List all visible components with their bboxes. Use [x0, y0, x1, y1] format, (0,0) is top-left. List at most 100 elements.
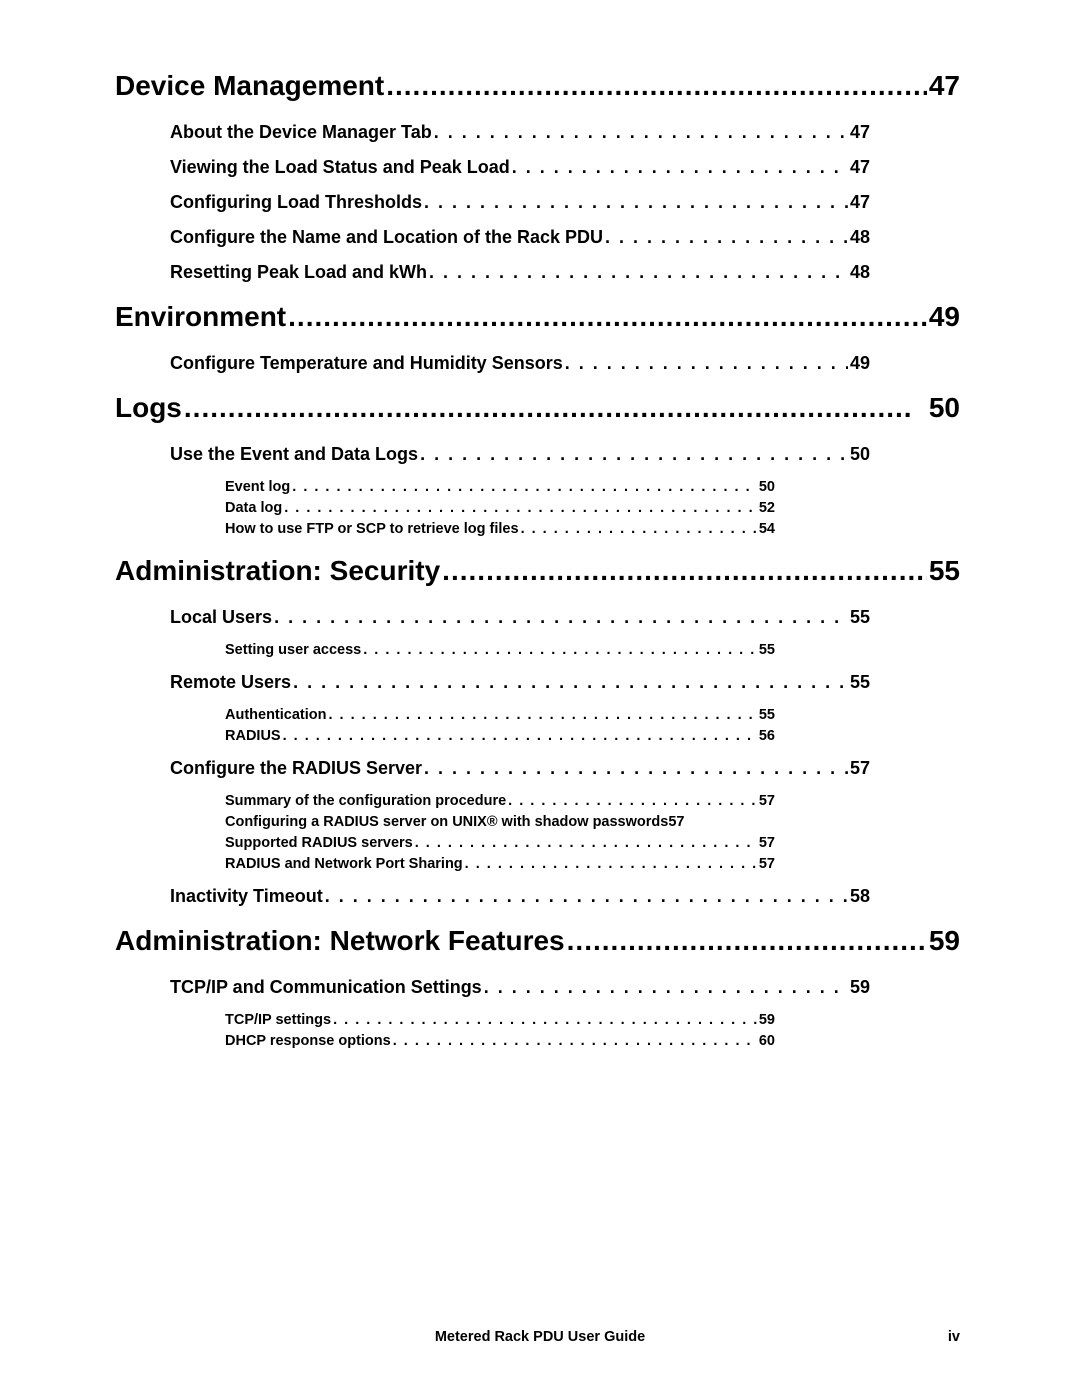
toc-leader-dots [565, 353, 848, 374]
toc-subsection-page: 57 [850, 758, 870, 779]
toc-subsub-row: TCP/IP settings 59 [225, 1012, 960, 1028]
toc-subsub-title: Authentication [225, 707, 327, 723]
toc-subsub-title: TCP/IP settings [225, 1012, 331, 1028]
toc-subsection-title: TCP/IP and Communication Settings [170, 977, 482, 998]
toc-leader-dots [325, 886, 848, 907]
toc-subsection-row: Local Users55 [170, 607, 960, 628]
toc-subsection-title: Configure the RADIUS Server [170, 758, 422, 779]
toc-subsub-page: 57 [759, 793, 775, 809]
toc-subsub-row: Event log 50 [225, 479, 960, 495]
toc-section-title: Logs [115, 392, 182, 424]
toc-subsub-title: Setting user access [225, 642, 361, 658]
toc-subsub-row: Supported RADIUS servers 57 [225, 835, 960, 851]
toc-subsection-row: Resetting Peak Load and kWh48 [170, 262, 960, 283]
toc-subsub-row: Authentication 55 [225, 707, 960, 723]
toc-subsub-page: 52 [759, 500, 775, 516]
toc-section-row: Logs 50 [115, 392, 960, 424]
toc-subsection-row: Configure Temperature and Humidity Senso… [170, 353, 960, 374]
toc-subsub-row: RADIUS and Network Port Sharing 57 [225, 856, 960, 872]
toc-subsub-page: 59 [759, 1012, 775, 1028]
toc-section-title: Device Management [115, 70, 384, 102]
footer-document-title: Metered Rack PDU User Guide [435, 1329, 645, 1345]
toc-section-page: 49 [929, 301, 960, 333]
toc-subsub-group: Summary of the configuration procedure 5… [115, 793, 960, 872]
toc-subsub-title: Event log [225, 479, 290, 495]
toc-subsection-page: 48 [850, 227, 870, 248]
toc-subsection-page: 49 [850, 353, 870, 374]
toc-subsub-page: 55 [759, 707, 775, 723]
toc-section-title: Administration: Network Features [115, 925, 565, 957]
toc-leader-dots [521, 521, 757, 537]
toc-subsection-title: Configuring Load Thresholds [170, 192, 422, 213]
toc-subsub-title: Summary of the configuration procedure [225, 793, 506, 809]
toc-subsub-page: 55 [759, 642, 775, 658]
toc-section-page: 55 [929, 555, 960, 587]
table-of-contents: Device Management 47 About the Device Man… [115, 70, 960, 1049]
toc-leader-dots [288, 301, 927, 333]
toc-subsub-page: 50 [759, 479, 775, 495]
toc-subsection-row: Configure the Name and Location of the R… [170, 227, 960, 248]
toc-leader-dots [284, 500, 757, 516]
toc-subsub-title: DHCP response options [225, 1033, 391, 1049]
toc-subsub-row: DHCP response options 60 [225, 1033, 960, 1049]
toc-leader-dots [292, 479, 757, 495]
toc-leader-dots [465, 856, 757, 872]
toc-subsub-title: RADIUS and Network Port Sharing [225, 856, 463, 872]
toc-leader-dots [333, 1012, 757, 1028]
toc-leader-dots [386, 70, 927, 102]
toc-leader-dots [363, 642, 757, 658]
toc-subsection-title: Configure Temperature and Humidity Senso… [170, 353, 563, 374]
toc-subsection-page: 58 [850, 886, 870, 907]
toc-leader-dots [420, 444, 848, 465]
toc-subsection-row: Use the Event and Data Logs50 [170, 444, 960, 465]
page-footer: Metered Rack PDU User Guide iv [0, 1329, 1080, 1345]
toc-subsub-page: 60 [759, 1033, 775, 1049]
toc-section-page: 59 [929, 925, 960, 957]
toc-subsection-row: Configure the RADIUS Server 57 [170, 758, 960, 779]
toc-subsection-page: 55 [850, 672, 870, 693]
toc-leader-dots [184, 392, 927, 424]
toc-subsection-page: 55 [850, 607, 870, 628]
toc-subsub-page: 54 [759, 521, 775, 537]
toc-leader-dots [484, 977, 848, 998]
toc-subsection-title: About the Device Manager Tab [170, 122, 432, 143]
toc-section-title: Administration: Security [115, 555, 440, 587]
toc-leader-dots [512, 157, 848, 178]
toc-leader-dots [605, 227, 848, 248]
toc-subsub-title: Configuring a RADIUS server on UNIX® wit… [225, 814, 668, 830]
toc-section-page: 47 [929, 70, 960, 102]
toc-leader-dots [508, 793, 757, 809]
toc-subsection-page: 47 [850, 192, 870, 213]
toc-section: Environment 49 Configure Temperature and … [115, 301, 960, 374]
toc-subsub-title: RADIUS [225, 728, 281, 744]
toc-section: Logs 50 Use the Event and Data Logs50 Even… [115, 392, 960, 537]
toc-subsection-title: Configure the Name and Location of the R… [170, 227, 603, 248]
toc-subsection-row: About the Device Manager Tab47 [170, 122, 960, 143]
toc-section-row: Administration: Network Features 59 [115, 925, 960, 957]
toc-subsection-page: 47 [850, 157, 870, 178]
toc-section-row: Administration: Security 55 [115, 555, 960, 587]
toc-subsection-page: 48 [850, 262, 870, 283]
toc-subsub-page: 57 [668, 814, 684, 830]
toc-subsub-title: Supported RADIUS servers [225, 835, 413, 851]
toc-section-page: 50 [929, 392, 960, 424]
toc-subsub-row: Data log 52 [225, 500, 960, 516]
toc-leader-dots [329, 707, 757, 723]
toc-section: Administration: Security 55Local Users55… [115, 555, 960, 907]
toc-leader-dots [567, 925, 927, 957]
toc-subsub-group: Setting user access 55 [115, 642, 960, 658]
toc-subsection-row: Configuring Load Thresholds 47 [170, 192, 960, 213]
toc-leader-dots [442, 555, 927, 587]
toc-leader-dots [415, 835, 757, 851]
toc-leader-dots [393, 1033, 757, 1049]
toc-leader-dots [429, 262, 848, 283]
toc-subsection-row: Remote Users55 [170, 672, 960, 693]
toc-subsection-title: Viewing the Load Status and Peak Load [170, 157, 510, 178]
toc-subsub-title: Data log [225, 500, 282, 516]
toc-subsub-row: Setting user access 55 [225, 642, 960, 658]
toc-section-title: Environment [115, 301, 286, 333]
toc-subsection-title: Inactivity Timeout [170, 886, 323, 907]
toc-section-row: Device Management 47 [115, 70, 960, 102]
toc-subsub-title: How to use FTP or SCP to retrieve log fi… [225, 521, 519, 537]
footer-page-number: iv [948, 1329, 960, 1345]
